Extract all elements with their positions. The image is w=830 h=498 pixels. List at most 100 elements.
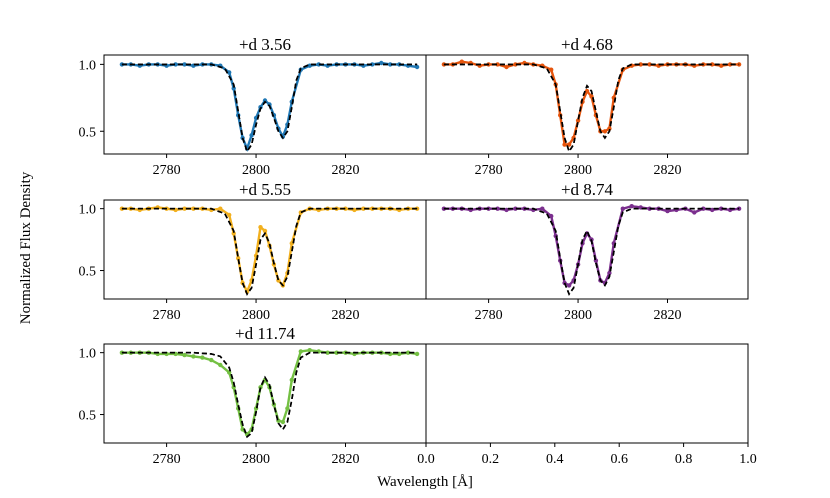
data-point [620,206,625,211]
data-point [638,62,643,67]
x-tick-label: 2820 [332,308,360,323]
data-point [405,350,411,355]
data-point [629,204,634,209]
data-point [227,70,232,75]
data-point [540,206,545,211]
data-point [562,142,567,147]
data-point [549,67,554,72]
x-tick-label: 2800 [242,308,270,323]
panel-3: 2780 2800 2820 1.0 0.5 +d 5.55 [79,180,427,323]
data-point [584,88,590,94]
data-point [513,62,518,67]
data-point [414,351,420,357]
data-point [258,385,263,390]
panel-5: 2780 2800 2820 1.0 0.5 +d 11.74 [79,324,427,467]
x-tick-label: 2800 [564,163,592,178]
data-point [495,206,500,211]
data-point [209,357,214,363]
data-point [227,370,232,375]
data-point [370,62,375,67]
data-point [727,62,733,67]
data-point [271,402,277,407]
data-point [173,62,178,67]
x-tick-label: 0.6 [610,452,628,467]
data-point [441,62,447,67]
x-tick-label: 2780 [153,163,181,178]
data-point [459,59,464,64]
x-tick-label: 0.4 [546,452,564,467]
model-line [121,207,418,296]
data-point [298,349,303,354]
data-point [665,208,670,214]
x-tick-label: 1.0 [739,452,757,467]
y-tick-label: 0.5 [79,125,97,140]
x-tick-label: 2780 [153,452,181,467]
x-tick-label: 2820 [332,452,360,467]
data-point [388,62,393,67]
panel-title: +d 11.74 [235,324,295,343]
model-line-overlay [443,63,740,154]
y-tick-label: 0.5 [79,409,97,424]
data-point [236,256,241,261]
data-point [719,63,724,68]
panel-frame [103,343,427,444]
data-point [249,133,254,138]
data-point [218,362,223,368]
panel-frame [103,199,427,300]
panel-2: 2780 2800 2820 +d 4.68 [425,35,749,178]
model-line-overlay [121,351,418,439]
data-point [316,62,321,67]
data-point [719,206,724,211]
x-tick-label: 0.0 [417,452,435,467]
data-point [710,207,715,213]
data-point [575,118,581,123]
x-tick-label: 0.8 [675,452,693,467]
model-line-overlay [121,207,418,296]
data-point [307,348,312,353]
model-line-overlay [443,207,740,296]
model-line-overlay [121,63,418,154]
data-point [218,206,223,211]
data-point [289,377,294,383]
data-point [280,419,286,425]
data-point [262,228,268,234]
data-point [701,206,706,211]
data-point [602,129,608,134]
y-tick-label: 1.0 [79,58,97,73]
data-point [504,64,509,70]
panel-frame [425,54,749,155]
data-point [647,62,652,67]
data-point [182,206,187,211]
x-tick-label: 2820 [332,163,360,178]
data-point [361,206,366,211]
y-tick-label: 1.0 [79,203,97,218]
data-point [504,207,509,213]
data-point [240,427,245,432]
data-point [379,60,384,66]
x-tick-label: 2820 [654,308,682,323]
model-line [121,351,418,439]
panel-frame [425,199,749,300]
data-point [258,225,263,230]
panel-frame [103,54,427,155]
data-point [566,283,572,288]
data-line [443,60,740,146]
data-point [607,270,612,276]
panel-title: +d 4.68 [561,35,613,54]
data-point [182,62,187,67]
data-point [343,206,348,211]
data-point [495,62,500,67]
data-point [710,62,715,67]
data-point [414,64,420,70]
data-point [513,206,518,211]
x-tick-label: 0.2 [482,452,500,467]
data-point [227,212,232,218]
panel-title: +d 3.56 [239,35,291,54]
x-axis-label: Wavelength [Å] [377,474,473,490]
data-point [307,63,312,68]
data-point [200,355,205,360]
y-axis-label: Normalized Flux Density [18,171,34,324]
panel-6: 0.0 0.2 0.4 0.6 0.8 1.0 [417,343,757,467]
x-tick-label: 2780 [475,163,503,178]
